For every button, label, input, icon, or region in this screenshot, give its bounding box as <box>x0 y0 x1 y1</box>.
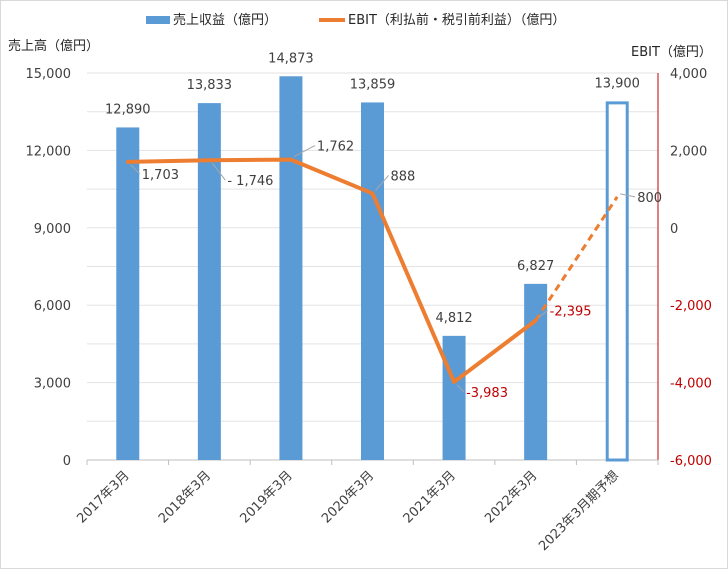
bar-value-label: 6,827 <box>517 259 554 274</box>
x-tick-label: 2022年3月 <box>482 468 540 526</box>
leader-line <box>620 193 636 198</box>
bar <box>279 76 303 460</box>
y-left-tick-label: 9,000 <box>34 222 71 237</box>
y-right-tick-label: -2,000 <box>670 299 712 314</box>
bar-value-label: 14,873 <box>268 51 314 66</box>
leader-line <box>456 384 465 393</box>
line-value-label: 1,762 <box>317 140 354 155</box>
legend-label-ebit: EBIT（利払前・税引前利益）（億円） <box>348 12 565 28</box>
bar <box>361 102 384 460</box>
y-left-tick-label: 12,000 <box>26 144 72 159</box>
bar-value-label: 13,859 <box>350 77 396 92</box>
leader-line <box>293 145 316 158</box>
y-left-tick-label: 6,000 <box>34 299 71 314</box>
y-right-tick-label: -6,000 <box>670 454 712 469</box>
y-left-tick-label: 15,000 <box>26 67 72 82</box>
line-value-label: -3,983 <box>466 386 508 401</box>
bar <box>197 103 221 461</box>
ebit-line-forecast <box>534 196 619 322</box>
leader-line <box>538 310 548 318</box>
x-tick-label: 2021年3月 <box>401 468 459 526</box>
line-value-label: - 1,746 <box>227 174 273 189</box>
line-value-label: 800 <box>637 191 662 206</box>
y-right-tick-label: -4,000 <box>670 377 712 392</box>
leader-line <box>211 162 226 181</box>
line-value-label: 1,703 <box>142 168 179 183</box>
y-right-axis-title: EBIT（億円） <box>631 44 712 60</box>
data-labels: 12,890 13,833 14,873 13,859 4,812 6,827 13,900… <box>105 51 662 401</box>
x-tick-label: 2017年3月 <box>74 468 132 526</box>
x-tick-label: 2020年3月 <box>319 468 377 526</box>
bar <box>442 335 466 460</box>
line-value-label: 888 <box>391 169 416 184</box>
line-value-label: -2,395 <box>550 304 592 319</box>
bar-series <box>116 76 629 462</box>
bar-forecast <box>605 101 629 462</box>
line-series <box>125 157 619 384</box>
bar <box>116 127 140 461</box>
ebit-line-actual <box>125 157 538 384</box>
leader-line <box>130 164 141 175</box>
y-left-axis-title: 売上高（億円） <box>8 38 99 54</box>
y-right-tick-label: 4,000 <box>670 67 707 82</box>
y-right-tick-label: 2,000 <box>670 144 707 159</box>
bar-value-label: 13,833 <box>187 78 233 93</box>
x-tick-label: 2018年3月 <box>156 468 214 526</box>
bar <box>524 283 548 460</box>
bar-value-label: 12,890 <box>105 102 151 117</box>
y-left-tick-label: 0 <box>63 454 71 469</box>
x-tick-label: 2019年3月 <box>238 468 296 526</box>
y-right-tick-label: 0 <box>670 222 678 237</box>
legend: 売上収益（億円） EBIT（利払前・税引前利益）（億円） <box>146 12 565 28</box>
bar-value-label: 4,812 <box>435 311 472 326</box>
y-left-tick-label: 3,000 <box>34 377 71 392</box>
x-tick-label: 2023年3月期予想 <box>536 468 623 555</box>
legend-swatch-sales <box>146 16 170 24</box>
legend-label-sales: 売上収益（億円） <box>173 12 277 28</box>
bar-value-label: 13,900 <box>594 76 640 91</box>
leader-line <box>375 175 389 191</box>
